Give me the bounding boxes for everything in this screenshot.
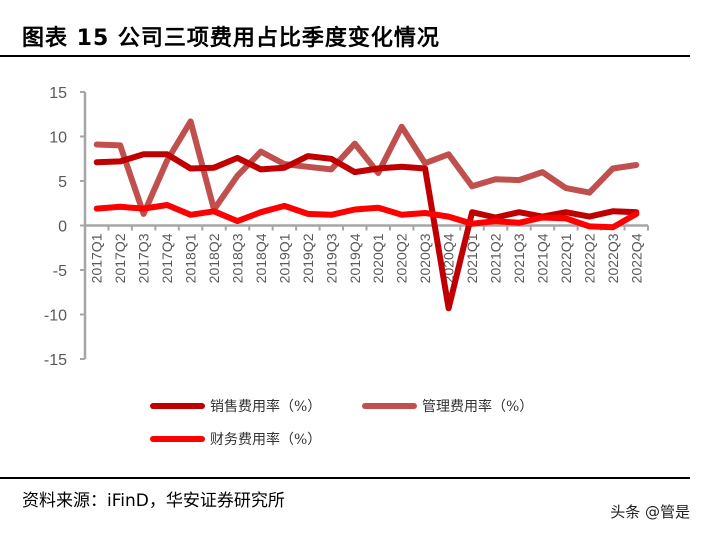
title-divider — [0, 55, 690, 57]
legend-item-finance: 财务费用率（%） — [150, 429, 321, 449]
x-tick-label: 2021Q1 — [464, 233, 480, 283]
series-lines — [93, 118, 640, 312]
legend-item-sales: 销售费用率（%） — [150, 396, 321, 416]
x-tick-label: 2019Q4 — [347, 233, 363, 283]
x-tick-label: 2017Q3 — [136, 233, 152, 283]
y-tick-label: -5 — [53, 263, 67, 280]
x-axis: 2017Q1 2017Q2 2017Q3 2017Q4 2018Q1 2018Q2 2018… — [84, 224, 649, 283]
x-tick-label: 2022Q4 — [628, 233, 644, 283]
y-tick-label: 10 — [49, 130, 67, 147]
legend-item-admin: 管理费用率（%） — [362, 396, 533, 416]
x-tick-label: 2021Q4 — [534, 233, 550, 283]
x-tick-label: 2018Q2 — [206, 233, 222, 283]
x-tick-label: 2022Q1 — [558, 233, 574, 283]
source-note: 资料来源：iFinD，华安证券研究所 — [22, 491, 285, 511]
x-tick-label: 2018Q3 — [229, 233, 245, 283]
x-tick-label: 2020Q2 — [394, 233, 410, 283]
y-axis: 15 10 5 0 -5 -10 -15 — [44, 85, 87, 369]
legend-label-finance: 财务费用率（%） — [210, 432, 322, 448]
series-line-admin — [93, 118, 640, 217]
legend-swatch-admin — [362, 403, 417, 409]
x-tick-label: 2020Q1 — [370, 233, 386, 283]
x-tick-label: 2020Q3 — [417, 233, 433, 283]
legend-label-sales: 销售费用率（%） — [210, 399, 322, 415]
footer-divider — [0, 477, 690, 479]
x-tick-label: 2019Q1 — [276, 233, 292, 283]
y-tick-label: 5 — [58, 174, 67, 191]
x-tick-label: 2018Q4 — [253, 233, 269, 283]
x-tick-label: 2022Q3 — [605, 233, 621, 283]
x-tick-label: 2019Q3 — [323, 233, 339, 283]
legend-label-admin: 管理费用率（%） — [422, 399, 534, 415]
x-tick-label: 2022Q2 — [581, 233, 597, 283]
y-tick-label: -10 — [44, 308, 67, 325]
legend-swatch-sales — [150, 403, 205, 409]
chart-title: 图表 15 公司三项费用占比季度变化情况 — [22, 26, 440, 51]
watermark: 头条 @管是 — [610, 503, 690, 521]
legend-swatch-finance — [150, 436, 205, 442]
x-tick-label: 2017Q1 — [89, 233, 105, 283]
x-tick-label: 2021Q2 — [488, 233, 504, 283]
y-tick-label: 0 — [58, 219, 67, 236]
x-tick-label: 2019Q2 — [300, 233, 316, 283]
y-tick-label: 15 — [49, 85, 67, 102]
series-line-finance — [93, 202, 640, 231]
x-tick-label: 2018Q1 — [183, 233, 199, 283]
x-tick-label: 2017Q2 — [112, 233, 128, 283]
x-tick-label: 2017Q4 — [159, 233, 175, 283]
x-tick-label: 2021Q3 — [511, 233, 527, 283]
y-tick-label: -15 — [44, 352, 67, 369]
